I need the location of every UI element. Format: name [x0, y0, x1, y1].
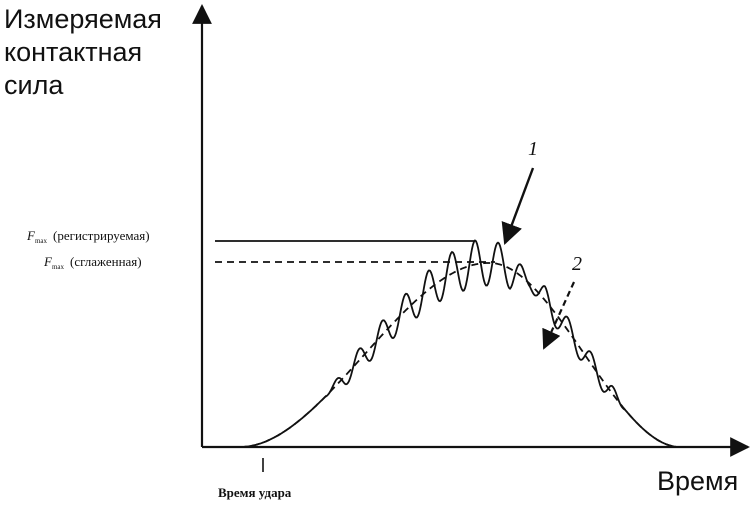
f-symbol-2: F — [43, 254, 53, 269]
annotation-1-arrow — [501, 167, 535, 246]
registered-force-curve — [240, 239, 686, 448]
impact-time-label: Время удара — [218, 485, 292, 500]
annotation-2-arrow — [542, 281, 576, 350]
registered-label-text: (регистрируемая) — [53, 228, 150, 243]
registered-max-subscript: max — [35, 237, 48, 245]
annotation-1-label: 1 — [528, 138, 538, 160]
smoothed-max-label: Fmax (сглаженная) — [43, 254, 142, 271]
y-axis-title-line-2: контактная — [4, 37, 142, 67]
x-axis-title: Время — [657, 466, 738, 496]
smoothed-label-text: (сглаженная) — [70, 254, 142, 269]
smoothed-max-subscript: max — [52, 263, 65, 271]
annotation-2-label: 2 — [572, 253, 582, 275]
registered-max-label: Fmax (регистрируемая) — [26, 228, 150, 245]
f-symbol: F — [26, 228, 36, 243]
y-axis-title-line-3: сила — [4, 70, 64, 100]
y-axis-title-line-1: Измеряемая — [4, 4, 162, 34]
